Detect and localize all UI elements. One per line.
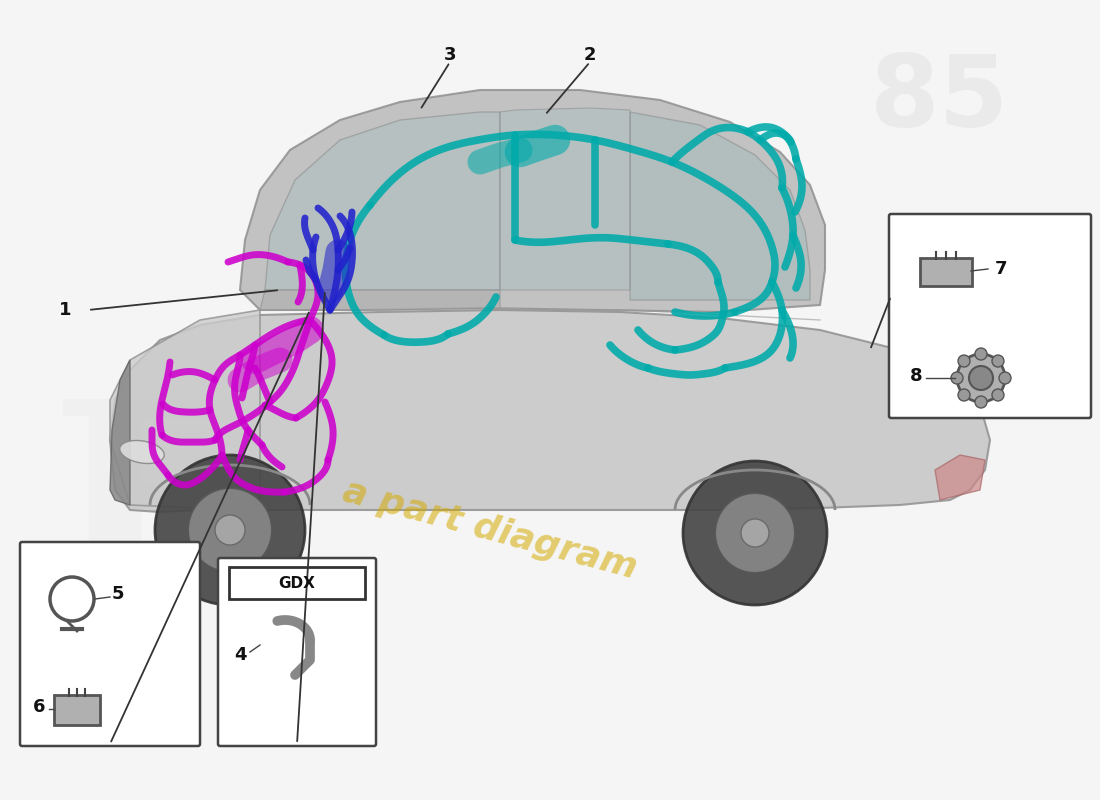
Text: 6: 6 [33, 698, 45, 716]
Polygon shape [110, 310, 990, 512]
Polygon shape [260, 290, 500, 310]
Polygon shape [630, 112, 810, 300]
Text: 5: 5 [112, 585, 124, 603]
Text: 4: 4 [233, 646, 246, 664]
Text: a part diagram: a part diagram [339, 474, 641, 586]
Circle shape [715, 493, 795, 573]
Circle shape [975, 396, 987, 408]
Circle shape [683, 461, 827, 605]
Circle shape [214, 515, 245, 545]
Circle shape [969, 366, 993, 390]
FancyBboxPatch shape [54, 695, 100, 725]
Polygon shape [240, 90, 825, 312]
Ellipse shape [120, 441, 164, 463]
Circle shape [958, 389, 970, 401]
Text: 8: 8 [910, 367, 922, 385]
Circle shape [741, 519, 769, 547]
FancyBboxPatch shape [889, 214, 1091, 418]
Circle shape [155, 455, 305, 605]
Circle shape [958, 355, 970, 367]
FancyBboxPatch shape [218, 558, 376, 746]
Circle shape [999, 372, 1011, 384]
Circle shape [992, 389, 1004, 401]
Circle shape [188, 488, 272, 572]
Text: 7: 7 [994, 260, 1008, 278]
Text: GDX: GDX [278, 575, 316, 590]
Polygon shape [110, 310, 260, 508]
Polygon shape [935, 455, 984, 500]
FancyBboxPatch shape [229, 567, 365, 599]
Circle shape [975, 348, 987, 360]
Text: 3: 3 [443, 46, 456, 64]
Polygon shape [500, 108, 630, 290]
Circle shape [992, 355, 1004, 367]
Text: 1: 1 [58, 301, 72, 319]
Circle shape [952, 372, 962, 384]
Text: 85: 85 [870, 51, 1010, 149]
Polygon shape [110, 360, 130, 505]
FancyBboxPatch shape [20, 542, 200, 746]
Polygon shape [265, 112, 500, 290]
FancyBboxPatch shape [920, 258, 972, 286]
Text: 2: 2 [584, 46, 596, 64]
Circle shape [957, 354, 1005, 402]
Text: E: E [50, 391, 262, 660]
